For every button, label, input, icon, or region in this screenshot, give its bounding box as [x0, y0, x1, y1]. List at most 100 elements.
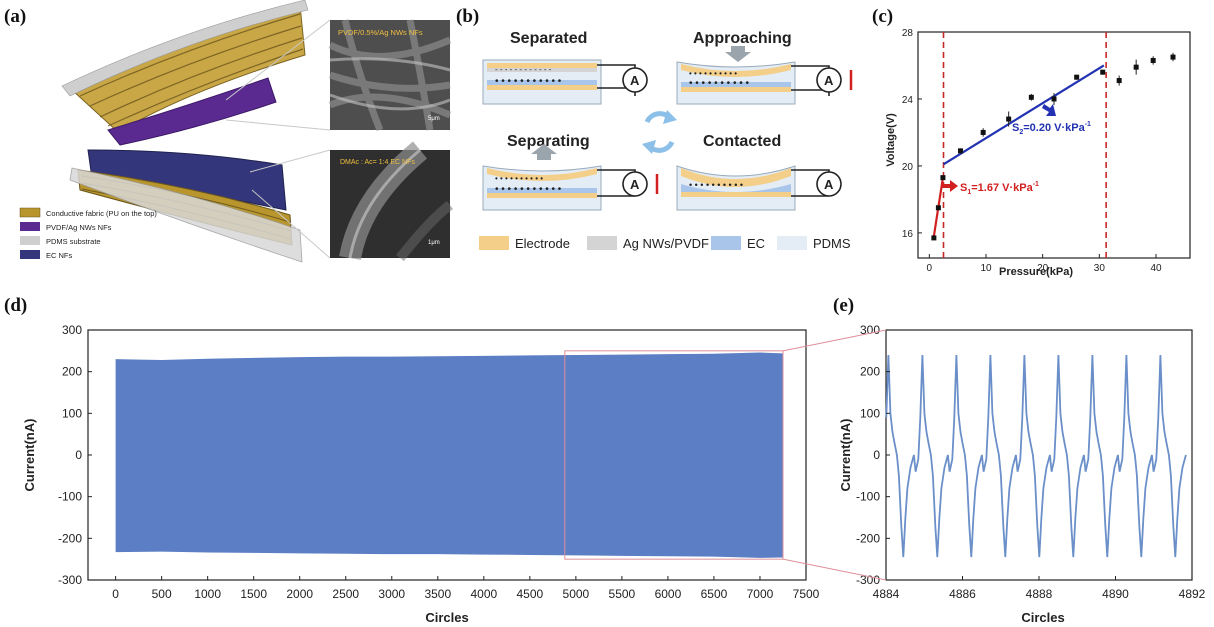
chart-c-point	[1116, 78, 1122, 84]
chart-e-ytick-label: 100	[860, 406, 880, 420]
chart-d-ylabel: Current(nA)	[22, 419, 37, 492]
pdms-top-layer	[61, 0, 309, 97]
chart-e-current-line	[885, 354, 1187, 558]
panel-d-label: (d)	[4, 295, 28, 316]
pdms-substrate	[69, 167, 303, 263]
chart-d-ytick-label: 0	[75, 448, 82, 462]
purple-swatch	[20, 222, 40, 231]
svg-text:- - - - - - - - - - - -: - - - - - - - - - - - -	[495, 65, 552, 74]
legend-a-3: EC NFs	[46, 251, 73, 260]
svg-text:• • • • • • • • • •: • • • • • • • • • •	[495, 174, 543, 183]
device-approaching: • • • • • • • • • • • • • • • • • • • • …	[676, 46, 853, 105]
panel-b-legend: Electrode Ag NWs/PVDF EC PDMS	[479, 236, 851, 251]
legend-b-3: PDMS	[813, 236, 851, 251]
legend-a-0: Conductive fabric (PU on the top)	[46, 209, 157, 218]
chart-d-xtick-label: 2500	[332, 587, 359, 601]
legend-b-2: EC	[747, 236, 765, 251]
chart-c-point	[1074, 74, 1080, 80]
chart-d-xtick-label: 1000	[194, 587, 221, 601]
chart-c-point	[1150, 57, 1156, 63]
chart-d-xtick-label: 6500	[701, 587, 728, 601]
chart-e-xtick-label: 4888	[1026, 587, 1053, 601]
navy-swatch	[20, 250, 40, 259]
ammeter-1-label: A	[630, 73, 640, 88]
ammeter-4-label: A	[824, 177, 834, 192]
chart-d-xtick-label: 4500	[516, 587, 543, 601]
chart-e-zoom-current: 4884 4886 4888 4890 4892 -300 -200 -100 0 100 200 3…	[838, 323, 1206, 625]
electrode-swatch	[479, 236, 509, 250]
chart-d-xtick-label: 0	[112, 587, 119, 601]
chart-c-pressure-voltage: 0 10 20 30 40 16 20 24 28 Pressure(kPa) Voltage(…	[885, 28, 1191, 278]
chart-c-point	[958, 148, 963, 154]
chart-d-ytick-label: -100	[58, 490, 82, 504]
panel-b-label: (b)	[456, 6, 480, 27]
chart-e-xtick-label: 4892	[1179, 587, 1206, 601]
chart-c-ytick-label: 24	[902, 95, 914, 106]
state-contacted: Contacted	[703, 133, 781, 150]
chart-e-xtick-label: 4886	[949, 587, 976, 601]
chart-e-ytick-label: -300	[856, 573, 880, 587]
chart-e-ytick-label: -200	[856, 531, 880, 545]
chart-c-xtick-label: 0	[927, 263, 933, 274]
chart-d-xtick-label: 5500	[609, 587, 636, 601]
panel-b-mechanism: Separated Approaching Separating Contact…	[479, 30, 853, 251]
legend-b-0: Electrode	[515, 236, 570, 251]
chart-c-point	[940, 175, 946, 181]
chart-c-point	[935, 205, 941, 211]
sem-image-agnw: PVDF/0.5%/Ag NWs NFs 5μm	[328, 19, 452, 132]
legend-a-2: PDMS substrate	[46, 237, 101, 246]
chart-c-point	[1028, 94, 1034, 100]
sem-top-scale: 5μm	[428, 116, 440, 122]
chart-e-ytick-label: 200	[860, 365, 880, 379]
fabric-swatch	[19, 207, 41, 218]
chart-d-xtick-label: 4000	[470, 587, 497, 601]
chart-c-point	[1100, 69, 1106, 75]
chart-d-ytick-label: 100	[62, 406, 82, 420]
svg-text:• • • • • • • • • •: • • • • • • • • • •	[689, 78, 750, 89]
cycle-arrows-icon	[642, 110, 677, 154]
chart-c-xtick-label: 10	[980, 263, 992, 274]
device-separated: - - - - - - - - - - - - • • • • • • • • …	[482, 59, 648, 105]
chart-c-xtick-label: 20	[1037, 263, 1049, 274]
chart-c-point	[1133, 64, 1139, 70]
svg-text:• • • • • • • • • • •: • • • • • • • • • • •	[495, 76, 562, 87]
pdms-swatch	[777, 236, 807, 250]
sem-bottom-scale: 1μm	[428, 240, 440, 246]
pvdf-agnw-layer	[107, 77, 277, 146]
panel-a-legend: Conductive fabric (PU on the top) PVDF/A…	[19, 207, 157, 260]
svg-text:• • • • • • • • • • •: • • • • • • • • • • •	[495, 184, 562, 195]
chart-d-ytick-label: -200	[58, 531, 82, 545]
chart-c-fit-s2	[942, 64, 1105, 166]
state-separated: Separated	[510, 30, 587, 47]
chart-d-xtick-label: 2000	[286, 587, 313, 601]
svg-text:• • • • • • • • • •: • • • • • • • • • •	[689, 69, 737, 78]
panel-a-schematic: PVDF/0.5%/Ag NWs NFs 5μm DMAc : Ac= 1:4 …	[19, 0, 454, 263]
state-approaching: Approaching	[693, 30, 792, 47]
chart-e-xtick-label: 4890	[1102, 587, 1129, 601]
chart-e-xtick-label: 4884	[873, 587, 900, 601]
panel-e-label: (e)	[833, 295, 855, 316]
chart-e-ytick-label: 300	[860, 323, 880, 337]
chart-c-point	[931, 235, 937, 241]
chart-e-ylabel: Current(nA)	[838, 419, 853, 492]
legend-b-1: Ag NWs/PVDF	[623, 236, 709, 251]
sem-image-ec: DMAc : Ac= 1:4 EC NFs 1μm	[330, 141, 454, 262]
legend-a-1: PVDF/Ag NWs NFs	[46, 223, 112, 232]
ammeter-2-label: A	[824, 73, 834, 88]
chart-d-zoom-box	[564, 350, 784, 560]
s2-label: S2=0.20 V·kPa-1	[1012, 121, 1091, 136]
chart-c-xtick-label: 40	[1150, 263, 1162, 274]
chart-d-xtick-label: 7500	[793, 587, 820, 601]
chart-d-cycling-current: 0 500 1000 1500 2000 2500 3000 3500 4000 4500 5000…	[22, 323, 820, 625]
chart-d-ytick-label: 300	[62, 323, 82, 337]
chart-d-xtick-label: 3000	[378, 587, 405, 601]
chart-c-point	[980, 129, 986, 135]
ec-swatch	[711, 236, 741, 250]
chart-c-point	[1051, 96, 1057, 102]
s2-arrow-icon	[1042, 104, 1056, 116]
chart-c-frame	[917, 31, 1191, 259]
chart-d-xtick-label: 5000	[563, 587, 590, 601]
chart-d-xlabel: Circles	[425, 610, 468, 625]
chart-d-ytick-label: -300	[58, 573, 82, 587]
chart-e-ytick-label: 0	[873, 448, 880, 462]
